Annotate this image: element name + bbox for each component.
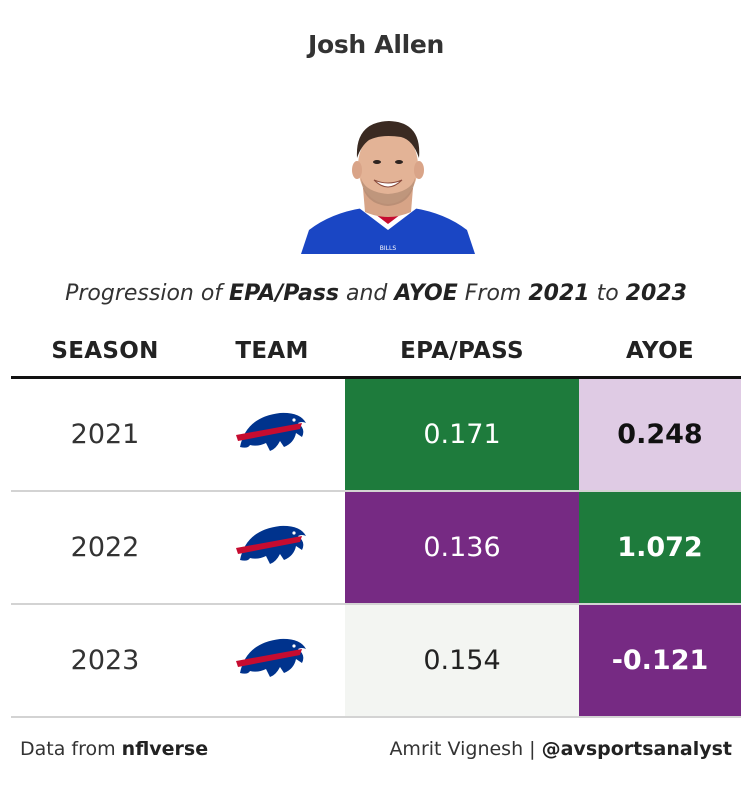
bills-logo-icon [236, 525, 308, 575]
epa-pass-cell: 0.136 [345, 491, 579, 605]
table-row: 2022 0.136 1.072 [11, 491, 741, 605]
subtitle-part: 2021 [528, 281, 590, 306]
subtitle-part: Progression of [65, 281, 230, 306]
column-header-team: TEAM [199, 326, 345, 379]
epa-pass-cell: 0.154 [345, 604, 579, 718]
column-header-season: SEASON [11, 326, 199, 379]
team-cell [199, 491, 345, 605]
footer-source-prefix: Data from [20, 738, 122, 760]
ayoe-cell: 0.248 [579, 377, 741, 492]
stats-table: SEASON TEAM EPA/PASS AYOE 2021 0.171 0.2… [11, 326, 741, 718]
header-row: SEASON TEAM EPA/PASS AYOE [11, 326, 741, 379]
chart-subtitle: Progression of EPA/Pass and AYOE From 20… [0, 281, 752, 306]
subtitle-part: 2023 [625, 281, 687, 306]
table-row: 2021 0.171 0.248 [11, 377, 741, 492]
svg-text:BILLS: BILLS [380, 245, 397, 252]
subtitle-part: From [457, 281, 529, 306]
footer-credit-handle: @avsportsanalyst [541, 738, 732, 760]
subtitle-part: AYOE [394, 281, 458, 306]
subtitle-part: and [339, 281, 395, 306]
season-cell: 2023 [11, 604, 199, 718]
ayoe-cell: -0.121 [579, 604, 741, 718]
bills-logo-icon [236, 412, 308, 462]
team-cell [199, 377, 345, 492]
column-header-epa-pass: EPA/PASS [345, 326, 579, 379]
subtitle-part: to [589, 281, 626, 306]
footer-source-name: nflverse [121, 738, 209, 760]
table-row: 2023 0.154 -0.121 [11, 604, 741, 718]
team-cell [199, 604, 345, 718]
ayoe-cell: 1.072 [579, 491, 741, 605]
subtitle-part: EPA/Pass [229, 281, 339, 306]
footer-source: Data from nflverse [20, 738, 208, 760]
bills-logo-icon [236, 638, 308, 688]
footer-credit: Amrit Vignesh | @avsportsanalyst [389, 738, 732, 760]
season-cell: 2022 [11, 491, 199, 605]
footer-credit-prefix: Amrit Vignesh | [389, 738, 542, 760]
epa-pass-cell: 0.171 [345, 377, 579, 492]
chart-title: Josh Allen [307, 30, 445, 59]
column-header-ayoe: AYOE [579, 326, 741, 379]
season-cell: 2021 [11, 377, 199, 492]
player-headshot: BILLS [301, 121, 475, 254]
